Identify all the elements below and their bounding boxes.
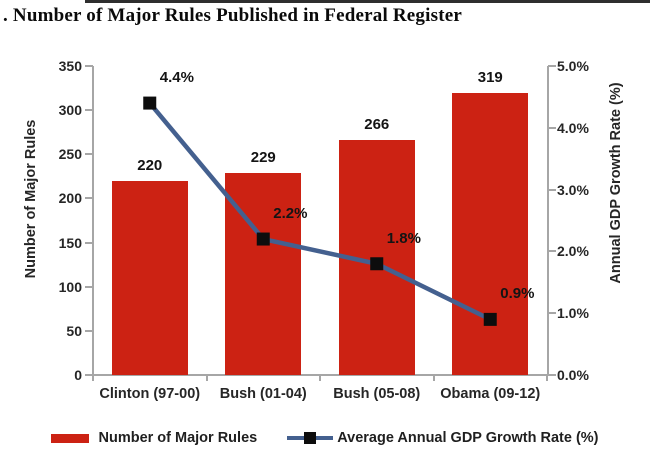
y-left-tick-label: 50 bbox=[66, 322, 82, 339]
x-axis-tick-mark bbox=[92, 375, 94, 381]
y-right-tick-label: 2.0% bbox=[557, 243, 589, 260]
y-right-tick-label: 4.0% bbox=[557, 119, 589, 136]
bar-value-label: 266 bbox=[364, 116, 390, 134]
y-left-tick-mark bbox=[85, 197, 93, 200]
y-right-tick-label: 5.0% bbox=[557, 58, 589, 74]
line-point-label: 1.8% bbox=[386, 229, 421, 247]
x-category-label: Clinton (97-00) bbox=[99, 386, 201, 402]
chart-title: . Number of Major Rules Published in Fed… bbox=[3, 5, 463, 26]
line-marker bbox=[143, 96, 157, 110]
y-right-tick-mark bbox=[548, 374, 556, 376]
legend-label-gdp-growth: Average Annual GDP Growth Rate (%) bbox=[337, 430, 599, 446]
y-left-tick-label: 100 bbox=[58, 278, 82, 295]
right-axis-line bbox=[547, 66, 549, 376]
y-right-tick-label: 1.0% bbox=[557, 305, 589, 322]
bar bbox=[225, 172, 302, 375]
y-left-tick-label: 200 bbox=[58, 190, 82, 207]
x-category-label: Bush (01-04) bbox=[219, 386, 307, 402]
line-point-label: 0.9% bbox=[500, 285, 535, 303]
line-point-label: 4.4% bbox=[159, 69, 194, 87]
y-right-tick-label: 3.0% bbox=[557, 181, 589, 198]
x-category-label: Bush (05-08) bbox=[333, 386, 421, 402]
bar bbox=[452, 93, 529, 375]
y-left-tick-label: 300 bbox=[58, 102, 82, 119]
y-right-tick-mark bbox=[548, 188, 556, 191]
line-series-swatch bbox=[287, 432, 334, 445]
x-axis-tick-mark bbox=[205, 375, 208, 381]
bar-series-swatch bbox=[51, 433, 90, 443]
x-axis-tick-mark bbox=[319, 375, 321, 381]
legend-item-gdp-growth: Average Annual GDP Growth Rate (%) bbox=[287, 430, 599, 446]
y-left-tick-label: 150 bbox=[58, 234, 82, 251]
y-right-tick-mark bbox=[548, 126, 556, 129]
bar bbox=[111, 180, 188, 375]
left-axis-line bbox=[92, 66, 94, 376]
y-left-tick-label: 350 bbox=[58, 58, 82, 74]
x-axis-tick-mark bbox=[432, 375, 435, 381]
cropped-edge-artifact bbox=[85, 0, 650, 3]
y-right-tick-mark bbox=[548, 65, 556, 67]
y-right-tick-mark bbox=[548, 312, 556, 315]
y-left-tick-label: 0 bbox=[74, 367, 82, 383]
y-right-tick-label: 0.0% bbox=[557, 367, 589, 383]
y-left-tick-mark bbox=[85, 285, 93, 288]
y-left-tick-mark bbox=[85, 241, 93, 244]
x-axis-tick-mark bbox=[546, 375, 548, 381]
bar-value-label: 319 bbox=[477, 69, 503, 87]
y-left-tick-mark bbox=[85, 109, 93, 112]
y-left-tick-mark bbox=[85, 329, 93, 332]
legend: Number of Major Rules Average Annual GDP… bbox=[0, 427, 650, 449]
line-marker-icon bbox=[304, 432, 317, 444]
y-left-tick-mark bbox=[85, 153, 93, 156]
y-left-tick-mark bbox=[85, 65, 93, 67]
legend-item-major-rules: Number of Major Rules bbox=[51, 430, 257, 446]
line-point-label: 2.2% bbox=[273, 205, 308, 223]
bar-value-label: 229 bbox=[250, 148, 276, 166]
y-left-tick-label: 250 bbox=[58, 146, 82, 163]
right-axis-title: Annual GDP Growth Rate (%) bbox=[608, 82, 624, 284]
bar bbox=[338, 140, 415, 375]
y-left-tick-mark bbox=[85, 374, 93, 376]
bar-value-label: 220 bbox=[137, 156, 163, 174]
legend-label-major-rules: Number of Major Rules bbox=[98, 430, 258, 446]
x-category-label: Obama (09-12) bbox=[440, 386, 541, 402]
y-right-tick-mark bbox=[548, 250, 556, 253]
